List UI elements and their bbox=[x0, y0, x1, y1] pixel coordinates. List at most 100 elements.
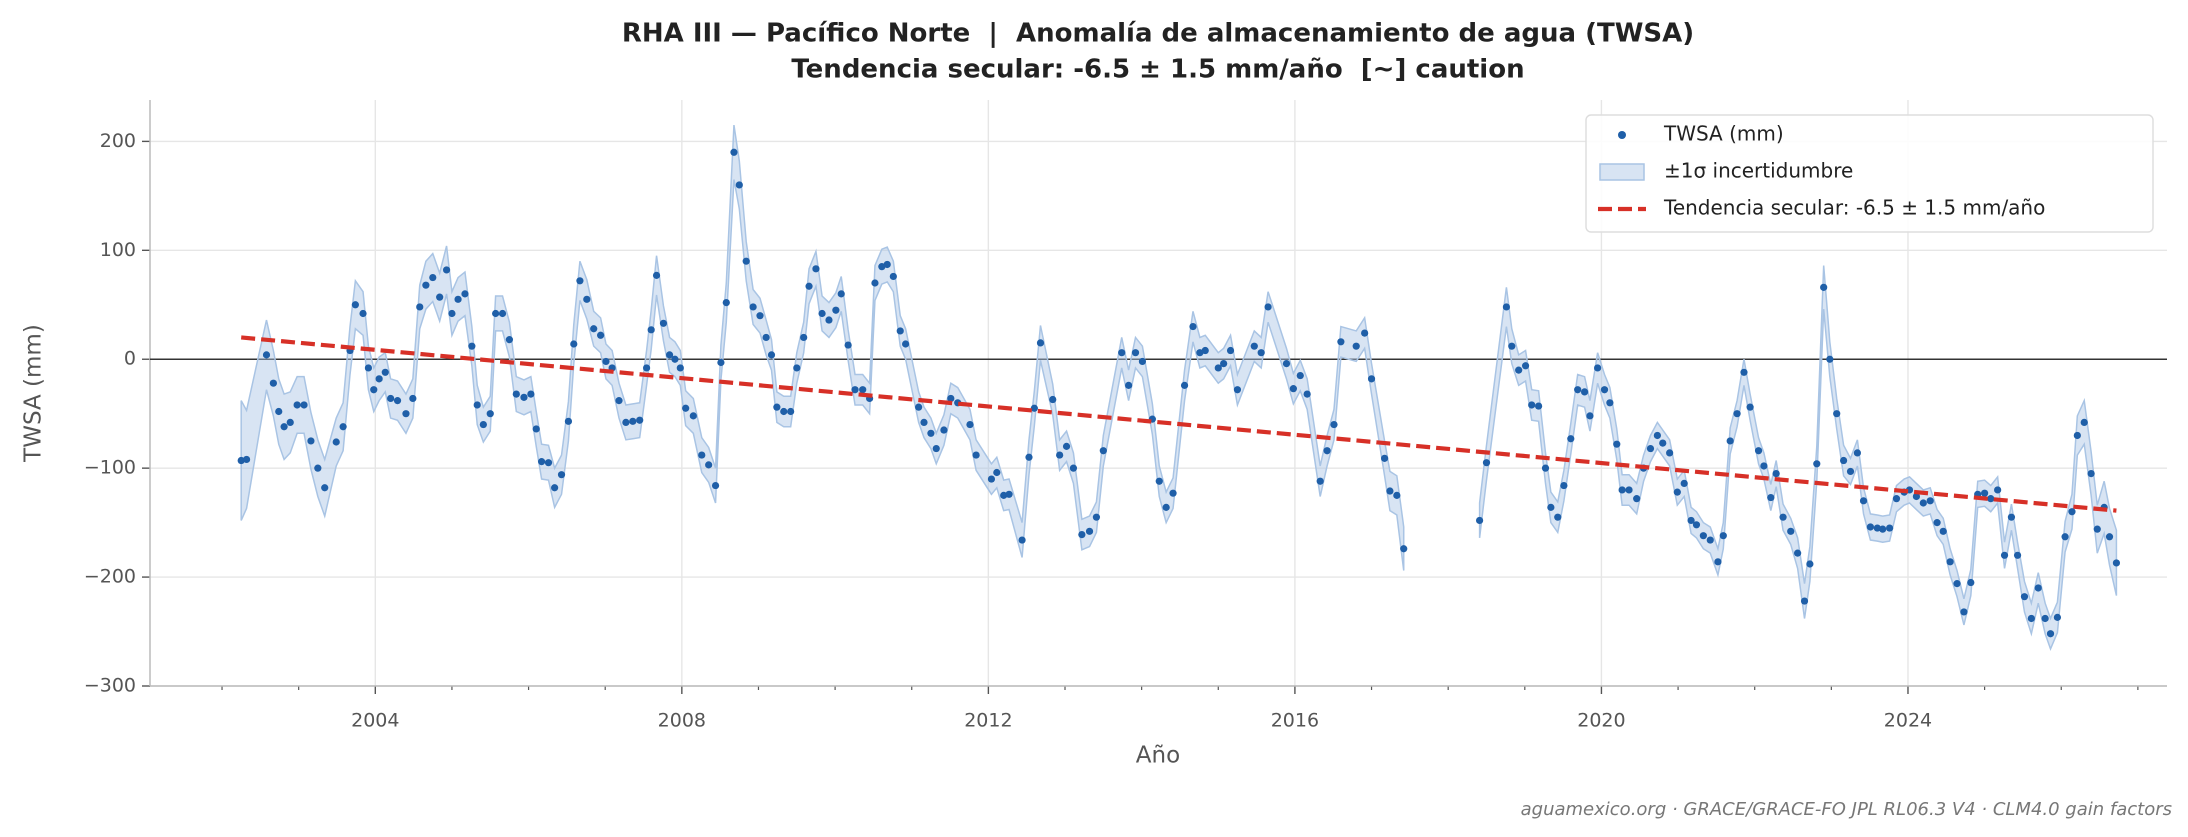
data-point bbox=[780, 407, 788, 416]
data-point bbox=[1036, 339, 1045, 347]
data-point bbox=[730, 148, 738, 156]
data-point bbox=[442, 266, 451, 274]
data-point bbox=[622, 418, 630, 427]
data-point bbox=[512, 390, 520, 398]
data-point bbox=[927, 429, 935, 437]
data-point bbox=[1330, 420, 1338, 429]
data-point bbox=[1264, 303, 1272, 311]
data-point bbox=[1953, 580, 1961, 588]
data-point bbox=[966, 420, 974, 429]
data-point bbox=[1323, 447, 1331, 455]
data-point bbox=[972, 451, 980, 459]
data-point bbox=[1885, 524, 1894, 532]
data-point bbox=[1699, 532, 1707, 540]
data-point bbox=[851, 386, 859, 394]
data-point bbox=[1859, 497, 1868, 505]
data-point bbox=[505, 336, 514, 344]
data-point bbox=[551, 484, 559, 492]
data-point bbox=[280, 423, 288, 431]
data-point bbox=[793, 364, 801, 372]
data-point bbox=[844, 341, 852, 349]
data-point bbox=[1367, 375, 1376, 383]
data-point bbox=[1600, 386, 1609, 394]
data-point bbox=[2061, 533, 2069, 541]
data-point bbox=[2112, 559, 2121, 567]
chart-title: RHA III — Pacífico Norte | Anomalía de a… bbox=[622, 19, 1694, 49]
data-point bbox=[1282, 359, 1291, 368]
data-point bbox=[2046, 630, 2055, 638]
data-point bbox=[486, 410, 494, 418]
data-point bbox=[576, 277, 584, 285]
data-point bbox=[1580, 388, 1589, 396]
data-point bbox=[1056, 451, 1064, 459]
data-point bbox=[2080, 418, 2088, 427]
data-point bbox=[2034, 584, 2042, 592]
data-point bbox=[1946, 558, 1954, 566]
data-point bbox=[1840, 456, 1848, 465]
data-point bbox=[883, 260, 891, 269]
data-point bbox=[332, 438, 340, 446]
y-tick-label: 100 bbox=[100, 239, 136, 261]
legend-label: ±1σ incertidumbre bbox=[1664, 159, 1853, 183]
data-point bbox=[2027, 614, 2035, 623]
data-point bbox=[1528, 401, 1536, 409]
data-point bbox=[749, 303, 757, 311]
data-point bbox=[544, 459, 553, 467]
data-point bbox=[2087, 470, 2095, 478]
trend-line bbox=[241, 335, 2117, 513]
legend-box bbox=[1585, 114, 2154, 233]
data-point bbox=[896, 327, 904, 335]
data-point bbox=[722, 298, 730, 307]
data-point bbox=[1547, 503, 1555, 511]
data-point bbox=[2020, 593, 2029, 601]
data-point bbox=[359, 309, 367, 318]
data-point bbox=[647, 326, 655, 334]
data-point bbox=[286, 418, 294, 427]
data-point bbox=[805, 282, 813, 290]
data-point bbox=[735, 181, 743, 189]
data-point bbox=[1214, 364, 1222, 372]
data-point bbox=[1380, 454, 1389, 462]
data-point bbox=[1025, 453, 1033, 461]
data-point bbox=[1714, 558, 1722, 566]
data-point bbox=[636, 416, 644, 424]
data-point bbox=[676, 364, 684, 372]
data-point bbox=[832, 306, 840, 314]
data-point bbox=[1352, 342, 1360, 350]
data-point bbox=[381, 368, 389, 376]
data-point bbox=[1574, 386, 1582, 394]
data-point bbox=[1567, 435, 1575, 443]
data-point bbox=[351, 301, 359, 309]
x-tick-label: 2024 bbox=[1884, 710, 1932, 732]
data-point bbox=[2041, 614, 2049, 623]
data-point bbox=[416, 303, 424, 311]
data-point bbox=[1169, 489, 1177, 497]
y-tick-label: −300 bbox=[84, 675, 136, 697]
data-point bbox=[1062, 442, 1071, 450]
data-point bbox=[1508, 342, 1516, 350]
data-point bbox=[682, 404, 690, 412]
data-point bbox=[2093, 525, 2101, 533]
data-point bbox=[1000, 491, 1008, 499]
data-point bbox=[429, 273, 437, 282]
data-point bbox=[920, 418, 928, 427]
x-tick-label: 2020 bbox=[1577, 710, 1625, 732]
data-point bbox=[590, 325, 598, 333]
data-point bbox=[800, 333, 808, 342]
data-point bbox=[773, 403, 781, 411]
data-point bbox=[1794, 549, 1802, 557]
data-point bbox=[307, 437, 315, 445]
data-point bbox=[448, 309, 456, 318]
data-point bbox=[1502, 303, 1511, 311]
x-tick-label: 2016 bbox=[1271, 710, 1319, 732]
data-point bbox=[1779, 513, 1787, 521]
legend-marker bbox=[1618, 131, 1626, 139]
data-point bbox=[902, 340, 910, 348]
y-tick-label: −100 bbox=[84, 457, 136, 479]
data-point bbox=[1800, 597, 1809, 605]
data-point bbox=[364, 364, 373, 372]
data-point bbox=[1099, 447, 1107, 455]
data-point bbox=[1030, 404, 1038, 412]
legend-marker bbox=[1599, 163, 1645, 181]
